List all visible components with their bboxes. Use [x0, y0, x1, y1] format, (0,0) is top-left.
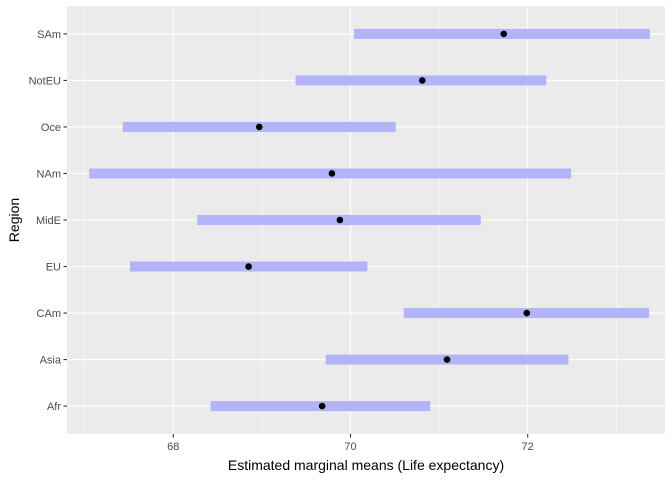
y-tick-label: Asia — [40, 355, 62, 367]
x-axis-title: Estimated marginal means (Life expectanc… — [228, 457, 504, 473]
estimate-point — [318, 402, 326, 410]
estimate-points — [245, 30, 531, 410]
y-tick-label: Oce — [41, 122, 61, 134]
x-tick-label: 72 — [522, 441, 534, 453]
estimate-point — [328, 170, 336, 177]
y-tick-label: MidE — [36, 215, 61, 227]
estimate-point — [523, 309, 531, 317]
y-axis: Afr Asia CAm EU MidE NAm Oce NotEU SAm — [29, 29, 67, 413]
y-tick-label: Afr — [47, 401, 61, 413]
y-tick-label: NotEU — [29, 75, 61, 87]
estimate-point — [255, 123, 263, 131]
estimate-point — [443, 356, 451, 363]
x-tick-label: 70 — [344, 441, 356, 453]
y-axis-title: Region — [6, 198, 22, 242]
estimate-point — [336, 216, 344, 224]
x-axis: 68 70 72 — [167, 434, 534, 453]
y-tick-label: EU — [46, 262, 61, 274]
y-tick-label: CAm — [37, 308, 61, 320]
x-tick-label: 68 — [167, 441, 179, 453]
estimate-point — [500, 30, 508, 38]
estimate-point — [245, 263, 252, 270]
estimate-point — [418, 77, 426, 84]
y-tick-label: NAm — [37, 168, 61, 180]
y-tick-label: SAm — [37, 29, 61, 41]
